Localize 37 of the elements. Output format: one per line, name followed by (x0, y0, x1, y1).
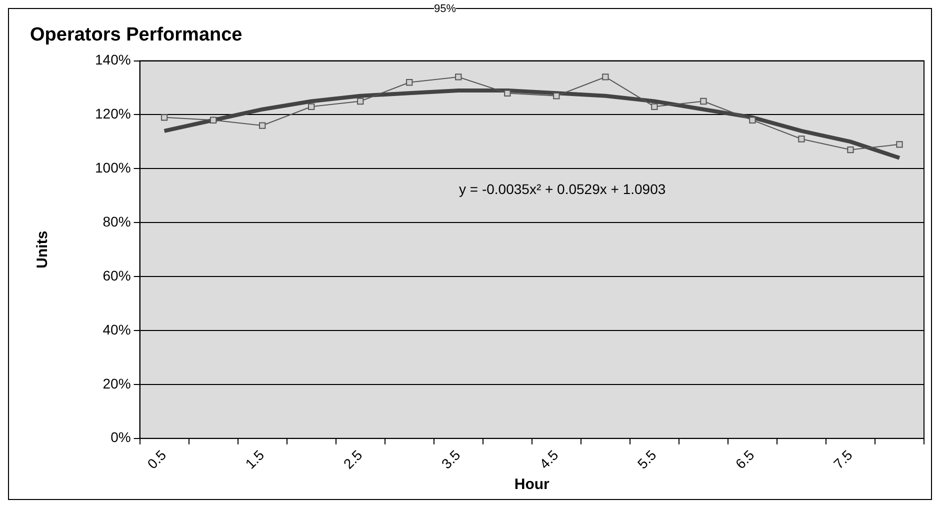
point (700, 98, 707, 105)
point (308, 103, 315, 110)
point (259, 122, 266, 129)
y-tick-label: 80% (102, 213, 131, 230)
y-axis-title: Units (34, 230, 52, 268)
x-tick-label: 6.5 (732, 446, 758, 472)
point (798, 136, 805, 142)
point (357, 98, 364, 105)
x-tick-label: 2.5 (340, 446, 366, 472)
y-tick-label: 0% (110, 429, 131, 446)
point (406, 79, 413, 86)
x-tick-label: 1.5 (242, 446, 268, 472)
annotation: y = -0.0035x² + 0.0529x + 1.0903 (459, 181, 666, 197)
x-tick-label: 0.5 (144, 446, 170, 472)
x-tick-label: 5.5 (634, 446, 660, 472)
point (504, 90, 511, 96)
x-axis-title: Hour (514, 476, 550, 494)
chart-title: Operators Performance (30, 24, 242, 46)
x-tick-label: 4.5 (536, 446, 562, 472)
y-tick-label: 100% (94, 160, 131, 176)
point (160, 114, 168, 121)
point (896, 141, 903, 148)
y-tick-label: 140% (94, 52, 131, 68)
point (210, 116, 217, 124)
point (749, 116, 756, 124)
y-tick-label: 60% (102, 267, 131, 284)
y-tick-label: 40% (102, 321, 131, 338)
point (847, 146, 854, 154)
point (651, 103, 658, 110)
y-tick-label: 120% (94, 106, 131, 122)
point (602, 74, 609, 80)
text: 95% (434, 3, 456, 15)
x-tick-label: 7.5 (830, 446, 856, 472)
point (553, 92, 560, 100)
x-tick-label: 3.5 (438, 446, 464, 472)
point (455, 74, 462, 80)
y-tick-label: 20% (102, 375, 131, 392)
